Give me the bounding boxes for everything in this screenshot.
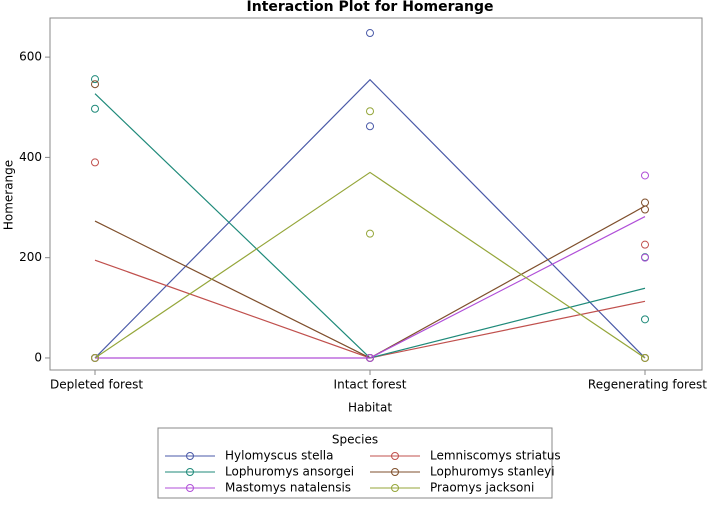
observation <box>366 229 374 238</box>
legend-label: Lemniscomys striatus <box>430 449 561 463</box>
legend-marker <box>186 484 194 492</box>
observation <box>366 29 374 38</box>
legend-label: Lophuromys ansorgei <box>225 465 354 479</box>
observation <box>91 353 99 362</box>
legend-label: Praomys jacksoni <box>430 481 534 495</box>
legend-marker <box>186 468 194 476</box>
x-tick-label: Intact forest <box>334 378 407 392</box>
mean-line <box>94 205 646 359</box>
x-tick-label: Regenerating forest <box>588 378 707 392</box>
legend-label: Hylomyscus stella <box>225 449 333 463</box>
legend-label: Lophuromys stanleyi <box>430 465 555 479</box>
observation <box>366 107 374 116</box>
observation <box>641 315 649 324</box>
y-tick-label: 0 <box>34 350 42 364</box>
mean-line <box>94 78 646 359</box>
observation <box>641 198 649 207</box>
legend-marker <box>186 452 194 460</box>
observation <box>91 158 99 167</box>
observation <box>641 171 649 180</box>
observation <box>91 75 99 84</box>
observation <box>366 122 374 131</box>
legend-marker <box>391 468 399 476</box>
observation <box>641 240 649 249</box>
observation <box>91 104 99 113</box>
x-axis-label: Habitat <box>348 401 392 415</box>
x-tick-label: Depleted forest <box>50 378 143 392</box>
observation <box>641 353 649 362</box>
plot-frame <box>49 17 703 371</box>
legend-marker <box>391 452 399 460</box>
y-tick-label: 600 <box>19 50 42 64</box>
legend-frame <box>157 427 553 499</box>
legend-title: Species <box>332 433 378 447</box>
chart-title: Interaction Plot for Homerange <box>247 0 494 15</box>
y-tick-label: 400 <box>19 150 42 164</box>
observation <box>641 253 649 262</box>
observation <box>91 80 99 89</box>
y-axis-label: Homerange <box>2 160 16 230</box>
observation <box>366 353 374 362</box>
legend-marker <box>391 484 399 492</box>
legend-label: Mastomys natalensis <box>225 481 351 495</box>
observation <box>641 205 649 214</box>
mean-line <box>94 171 646 359</box>
y-tick-label: 200 <box>19 250 42 264</box>
mean-line <box>95 216 646 359</box>
